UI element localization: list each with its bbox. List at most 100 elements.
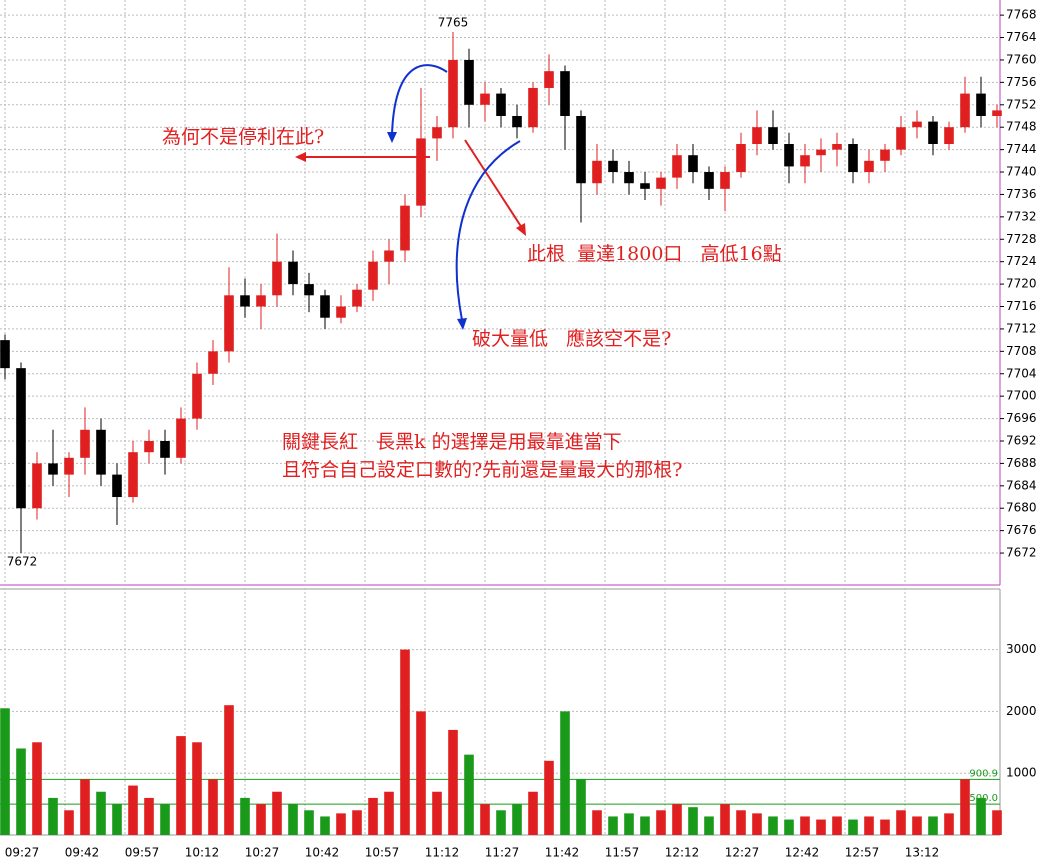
y-tick-label: 7768	[1006, 8, 1037, 22]
candle-body	[512, 115, 522, 128]
axes: 09:27 09:42 09:57 10:12 10:27 10:42 10:57 11:12…	[5, 8, 1037, 860]
candle-body	[64, 457, 74, 475]
candle-body	[176, 418, 186, 458]
volume-bar	[128, 785, 138, 835]
candle-body	[96, 429, 106, 475]
marks	[0, 31, 1002, 835]
candle-body	[16, 368, 26, 509]
candle-body	[448, 59, 458, 128]
candle-body	[720, 172, 730, 189]
volume-bar	[176, 736, 186, 835]
annotation: 破大量低 應該空不是?	[472, 327, 671, 350]
volume-bar	[320, 816, 330, 835]
candle-body	[992, 110, 1002, 116]
x-tick-label: 10:42	[305, 846, 340, 860]
x-tick-label: 10:27	[245, 846, 280, 860]
volume-bar	[592, 810, 602, 835]
candle-body	[464, 59, 474, 105]
y-tick-label: 7716	[1006, 299, 1037, 313]
y-tick-label: 7752	[1006, 97, 1037, 111]
y-tick-label: 7680	[1006, 501, 1037, 515]
volume-bar	[912, 816, 922, 835]
y-tick-label: 7688	[1006, 456, 1037, 470]
candle-body	[592, 160, 602, 184]
candle-body	[128, 452, 138, 498]
y2-tick-label: 2000	[1006, 704, 1037, 718]
volume-bar	[944, 813, 954, 835]
volume-bar	[960, 779, 970, 835]
volume-bar	[928, 816, 938, 835]
volume-bar	[80, 779, 90, 835]
volume-bar	[368, 797, 378, 835]
candle-body	[256, 295, 266, 307]
y-tick-label: 7672	[1006, 546, 1037, 560]
candle-body	[800, 155, 810, 167]
candle-body	[304, 284, 314, 296]
candle-body	[944, 127, 954, 145]
y-tick-label: 7740	[1006, 165, 1037, 179]
volume-bar	[256, 804, 266, 835]
x-tick-label: 12:42	[785, 846, 820, 860]
y-tick-label: 7684	[1006, 478, 1037, 492]
volume-bar	[496, 810, 506, 835]
volume-bar	[688, 807, 698, 835]
candle-body	[208, 351, 218, 374]
candle-body	[80, 429, 90, 458]
candle-body	[880, 149, 890, 161]
x-tick-label: 10:57	[365, 846, 400, 860]
volume-bar	[704, 816, 714, 835]
annotation-shapes	[295, 64, 526, 330]
x-tick-label: 12:27	[725, 846, 760, 860]
volume-bar	[624, 813, 634, 835]
volume-bar	[544, 760, 554, 835]
y2-tick-label: 3000	[1006, 642, 1037, 656]
volume-bar	[784, 819, 794, 835]
volume-bar	[48, 797, 58, 835]
y-tick-label: 7744	[1006, 142, 1037, 156]
y-tick-label: 7712	[1006, 321, 1037, 335]
candle-body	[960, 93, 970, 128]
candle-body	[784, 144, 794, 167]
volume-bar	[384, 791, 394, 835]
candle-body	[848, 144, 858, 173]
x-tick-label: 12:57	[845, 846, 880, 860]
volume-bar	[288, 804, 298, 835]
volume-bar	[192, 742, 202, 835]
x-tick-label: 11:27	[485, 846, 520, 860]
volume-bar	[800, 816, 810, 835]
x-tick-label: 13:12	[905, 846, 940, 860]
volume-bar	[848, 819, 858, 835]
x-tick-label: 09:57	[125, 846, 160, 860]
grid	[0, 0, 1000, 835]
y-tick-label: 7736	[1006, 187, 1037, 201]
volume-bar	[880, 819, 890, 835]
candle-body	[528, 87, 538, 128]
extreme-label: 7765	[438, 15, 469, 29]
candle-body	[912, 121, 922, 128]
candle-body	[640, 183, 650, 189]
candle-body	[688, 155, 698, 173]
volume-bar	[144, 797, 154, 835]
volume-bar	[400, 649, 410, 835]
x-tick-label: 11:42	[545, 846, 580, 860]
volume-bar	[240, 797, 250, 835]
candle-body	[384, 250, 394, 262]
candle-body	[224, 295, 234, 352]
x-tick-label: 09:42	[65, 846, 100, 860]
volume-bar	[672, 804, 682, 835]
volume-bar	[656, 810, 666, 835]
candle-body	[976, 93, 986, 116]
candle-body	[368, 261, 378, 290]
volume-bar	[336, 813, 346, 835]
x-tick-label: 11:57	[605, 846, 640, 860]
y-tick-label: 7748	[1006, 120, 1037, 134]
volume-bar	[832, 816, 842, 835]
candle-body	[736, 144, 746, 173]
candle-body	[560, 71, 570, 116]
candle-body	[144, 440, 154, 453]
candle-body	[656, 177, 666, 189]
volume-bar	[512, 804, 522, 835]
volume-bar	[112, 804, 122, 835]
candle-body	[832, 144, 842, 150]
